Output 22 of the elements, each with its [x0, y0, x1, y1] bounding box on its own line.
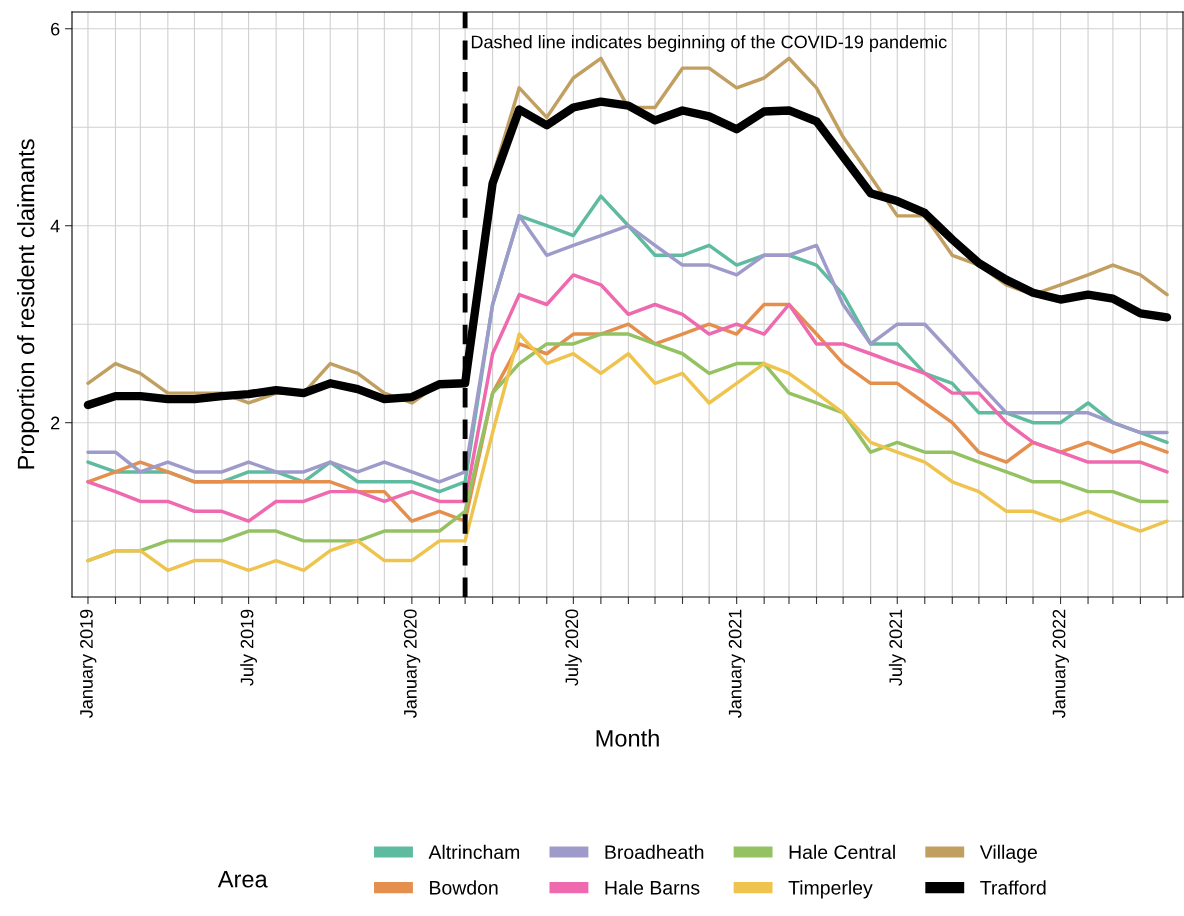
legend-label: Bowdon — [430, 880, 498, 895]
annotation: Dashed line indicates beginning of the COVID-19 pandemic — [471, 35, 947, 52]
legend-label: Timperley — [788, 880, 873, 899]
x-tick-label: January 2020 — [403, 609, 421, 718]
x-tick-label: January 2022 — [1052, 609, 1069, 718]
y-tick-label: 2 — [51, 416, 60, 430]
legend-label: Trafford — [980, 880, 1046, 895]
x-axis-title: Month — [596, 729, 659, 747]
legend-label: Hale Barns — [605, 880, 700, 895]
x-tick-label: January 2021 — [728, 609, 746, 718]
legend-title: Area — [217, 871, 268, 888]
y-tick-label: 6 — [51, 22, 60, 36]
legend-label: Altrincham — [428, 844, 520, 860]
y-tick-label: 4 — [50, 219, 60, 233]
y-axis-title: Proportion of resident claimants — [17, 139, 40, 469]
legend-label: Hale Central — [789, 844, 895, 860]
x-tick-label: July 2019 — [240, 609, 257, 686]
x-tick-label: July 2021 — [888, 609, 906, 686]
x-tick-label: January 2019 — [80, 609, 97, 718]
x-tick-label: July 2020 — [564, 609, 582, 686]
legend-label: Broadheath — [605, 844, 704, 860]
legend-label: Village — [979, 844, 1037, 863]
